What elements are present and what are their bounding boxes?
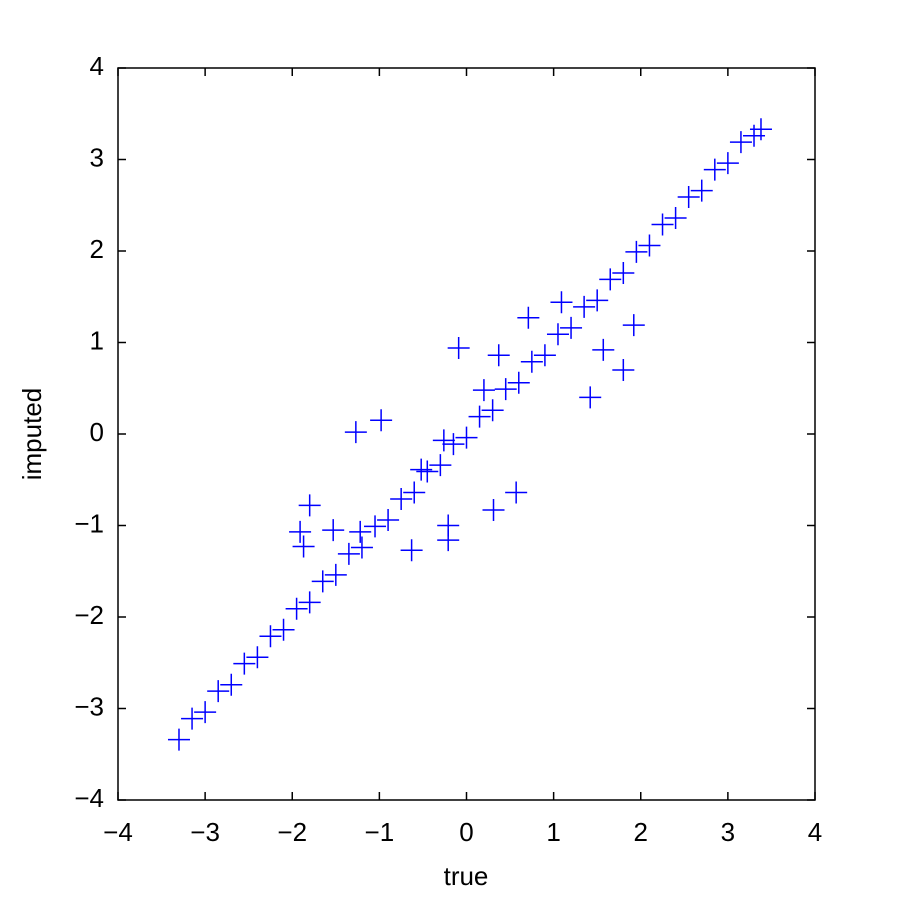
- point: [289, 520, 312, 543]
- point: [703, 158, 726, 181]
- point: [494, 378, 517, 401]
- point: [324, 563, 347, 586]
- point: [337, 542, 360, 565]
- point: [507, 371, 530, 394]
- point: [442, 433, 465, 456]
- y-tick-label: 4: [90, 51, 104, 81]
- point: [344, 421, 367, 444]
- point: [364, 515, 387, 538]
- x-tick-label: −1: [365, 817, 395, 847]
- x-axis-label: true: [444, 861, 489, 891]
- x-tick-label: 4: [808, 817, 822, 847]
- x-tick-label: 0: [459, 817, 473, 847]
- point: [546, 323, 569, 346]
- point: [298, 591, 321, 614]
- point: [505, 481, 528, 504]
- x-tick-label: 3: [721, 817, 735, 847]
- point: [349, 520, 372, 543]
- y-tick-label: −4: [74, 783, 104, 813]
- point: [285, 597, 308, 620]
- point: [311, 570, 334, 593]
- point: [400, 539, 423, 562]
- x-tick-label: −4: [103, 817, 133, 847]
- point: [625, 240, 648, 263]
- point: [586, 289, 609, 312]
- y-tick-label: 1: [90, 325, 104, 355]
- point: [560, 316, 583, 339]
- y-tick-label: −2: [74, 600, 104, 630]
- point: [322, 519, 345, 542]
- point: [612, 261, 635, 284]
- point: [550, 291, 573, 314]
- point: [233, 652, 256, 675]
- point: [472, 379, 495, 402]
- point: [194, 701, 217, 724]
- point: [429, 454, 452, 477]
- point: [573, 295, 596, 318]
- point: [370, 409, 393, 432]
- point: [350, 536, 373, 559]
- point: [533, 344, 556, 367]
- point: [481, 399, 504, 422]
- point: [520, 350, 543, 373]
- y-tick-label: 3: [90, 142, 104, 172]
- point: [403, 481, 426, 504]
- x-tick-label: 2: [634, 817, 648, 847]
- point: [468, 405, 491, 428]
- point: [517, 306, 540, 329]
- point: [651, 213, 674, 236]
- point: [410, 458, 433, 481]
- point: [220, 673, 243, 696]
- point: [487, 344, 510, 367]
- point: [749, 118, 772, 141]
- y-axis-label: imputed: [17, 388, 47, 481]
- point: [729, 131, 752, 154]
- point: [716, 152, 739, 175]
- x-tick-label: −2: [277, 817, 307, 847]
- x-tick-label: −3: [190, 817, 220, 847]
- point: [272, 618, 295, 641]
- point: [599, 268, 622, 291]
- point: [638, 234, 661, 257]
- point: [592, 338, 615, 361]
- x-tick-label: 1: [546, 817, 560, 847]
- point: [690, 179, 713, 202]
- point: [482, 498, 505, 521]
- point: [455, 426, 478, 449]
- point: [292, 535, 315, 558]
- point: [622, 314, 645, 337]
- point: [447, 336, 470, 359]
- y-tick-label: −1: [74, 508, 104, 538]
- point: [207, 680, 230, 703]
- point: [181, 707, 204, 730]
- point: [677, 186, 700, 209]
- point: [259, 625, 282, 648]
- point: [664, 207, 687, 230]
- point: [390, 487, 413, 510]
- point: [432, 429, 455, 452]
- y-tick-label: 2: [90, 234, 104, 264]
- point: [167, 728, 190, 751]
- y-tick-label: −3: [74, 691, 104, 721]
- y-tick-label: 0: [90, 417, 104, 447]
- point: [246, 646, 269, 669]
- point: [437, 529, 460, 552]
- point: [416, 460, 439, 483]
- point: [612, 358, 635, 381]
- point: [579, 386, 602, 409]
- point: [298, 494, 321, 517]
- point: [377, 509, 400, 532]
